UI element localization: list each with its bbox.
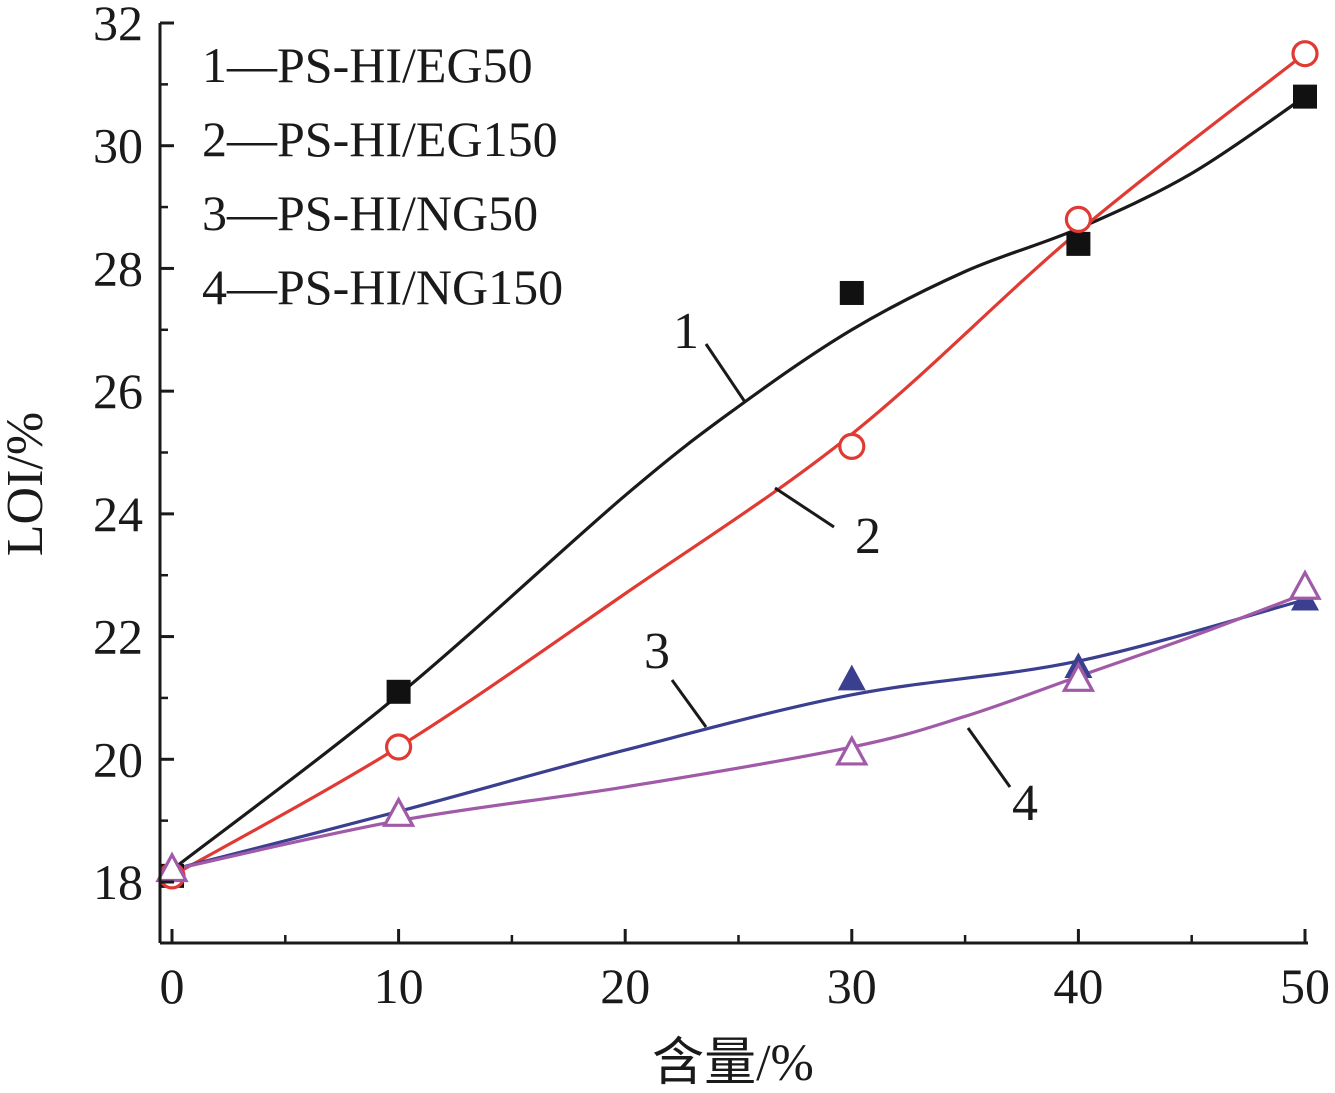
series-1-point (1066, 231, 1091, 256)
series-4-line (171, 592, 1306, 872)
y-tick-label: 30 (93, 118, 143, 174)
x-tick-label: 0 (160, 958, 185, 1014)
axes (158, 23, 1308, 945)
plot-lines (171, 52, 1306, 878)
series-2-point (1064, 205, 1093, 233)
y-axis-title: LOI/% (0, 412, 54, 556)
x-tick-label: 30 (827, 958, 877, 1014)
x-tick-label: 20 (600, 958, 650, 1014)
legend-entry-1: 1—PS-HI/EG50 (202, 37, 533, 93)
series-1-point (839, 280, 864, 305)
y-tick-label: 24 (93, 486, 143, 542)
y-tick-label: 28 (93, 240, 143, 296)
series-2-line (171, 52, 1306, 878)
legend-entry-2: 2—PS-HI/EG150 (202, 111, 558, 167)
series-1-callout-line (704, 343, 747, 403)
series-4-point (381, 796, 416, 827)
series-3-callout-line (670, 679, 708, 728)
series-4-callout-line (966, 727, 1012, 788)
series-1-point (1293, 84, 1317, 109)
x-tick-label: 10 (374, 958, 424, 1014)
legend-entry-4: 4—PS-HI/NG150 (202, 259, 563, 315)
y-tick-label: 32 (93, 0, 143, 51)
series-2-point (385, 733, 413, 761)
series-3-line (171, 598, 1306, 872)
x-axis-title: 含量/% (652, 1035, 814, 1092)
series-1-point (386, 679, 411, 704)
series-2-callout-label: 2 (855, 508, 881, 565)
x-tick-label: 40 (1053, 958, 1103, 1014)
y-tick-label: 18 (93, 854, 143, 910)
legend-entry-3: 3—PS-HI/NG50 (202, 185, 538, 241)
plot-markers (155, 40, 1322, 890)
series-4-callout-label: 4 (1012, 775, 1038, 832)
legend: 1—PS-HI/EG50 2—PS-HI/EG150 3—PS-HI/NG50 4—P… (202, 37, 563, 315)
series-1-callout-label: 1 (673, 303, 699, 360)
series-4-point (1288, 569, 1322, 600)
series-4-point (835, 734, 869, 766)
series-2-point (838, 432, 866, 460)
series-2-point (1291, 40, 1319, 68)
y-tick-label: 20 (93, 731, 143, 787)
callouts: 1 2 3 4 (644, 303, 1038, 832)
y-tick-label: 22 (93, 609, 143, 665)
series-2-callout-line (774, 486, 835, 529)
series-3-callout-label: 3 (644, 623, 670, 680)
series-3-point (837, 664, 866, 691)
series-4-point (1061, 661, 1096, 692)
y-tick-label: 26 (93, 363, 143, 419)
x-tick-label: 50 (1280, 958, 1330, 1014)
